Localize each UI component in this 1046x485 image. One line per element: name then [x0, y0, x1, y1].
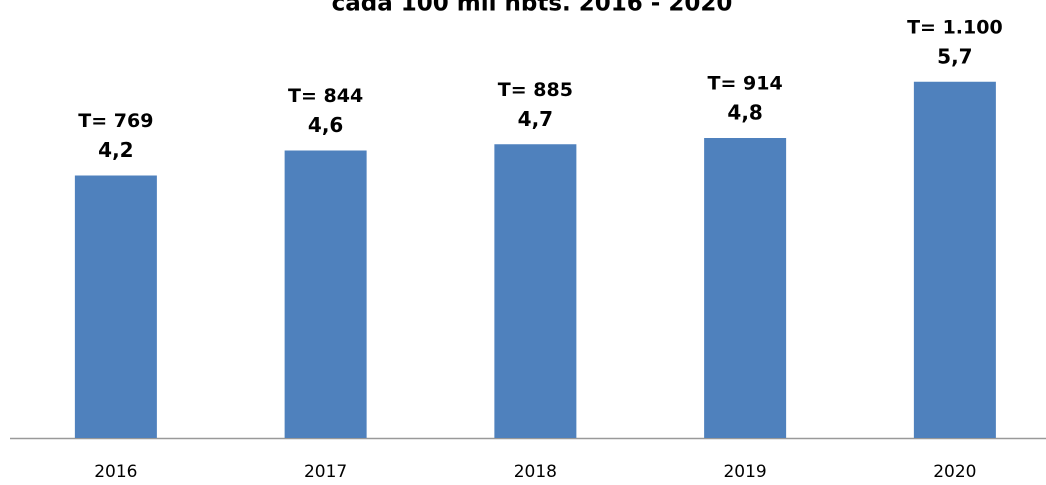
x-tick-label: 2020 [933, 462, 976, 482]
chart-title: cada 100 mil hbts. 2016 - 2020 [332, 0, 733, 17]
value-label: 5,7 [937, 44, 972, 68]
value-label: 4,2 [98, 138, 133, 162]
x-tick-label: 2019 [723, 462, 766, 482]
bar [284, 150, 367, 438]
bar [704, 138, 787, 438]
x-tick-label: 2018 [514, 462, 557, 482]
annotation: T= 1.100 [907, 16, 1003, 38]
value-label: 4,8 [727, 101, 762, 125]
x-tick-label: 2017 [304, 462, 347, 482]
annotation: T= 885 [498, 79, 573, 101]
bar [913, 81, 996, 438]
x-tick-label: 2016 [94, 462, 137, 482]
value-label: 4,7 [518, 107, 553, 131]
value-label: 4,6 [308, 113, 343, 137]
annotation: T= 769 [78, 110, 153, 132]
bar [494, 144, 577, 438]
annotation: T= 914 [708, 73, 783, 95]
bar [74, 175, 157, 438]
annotation: T= 844 [288, 85, 363, 107]
